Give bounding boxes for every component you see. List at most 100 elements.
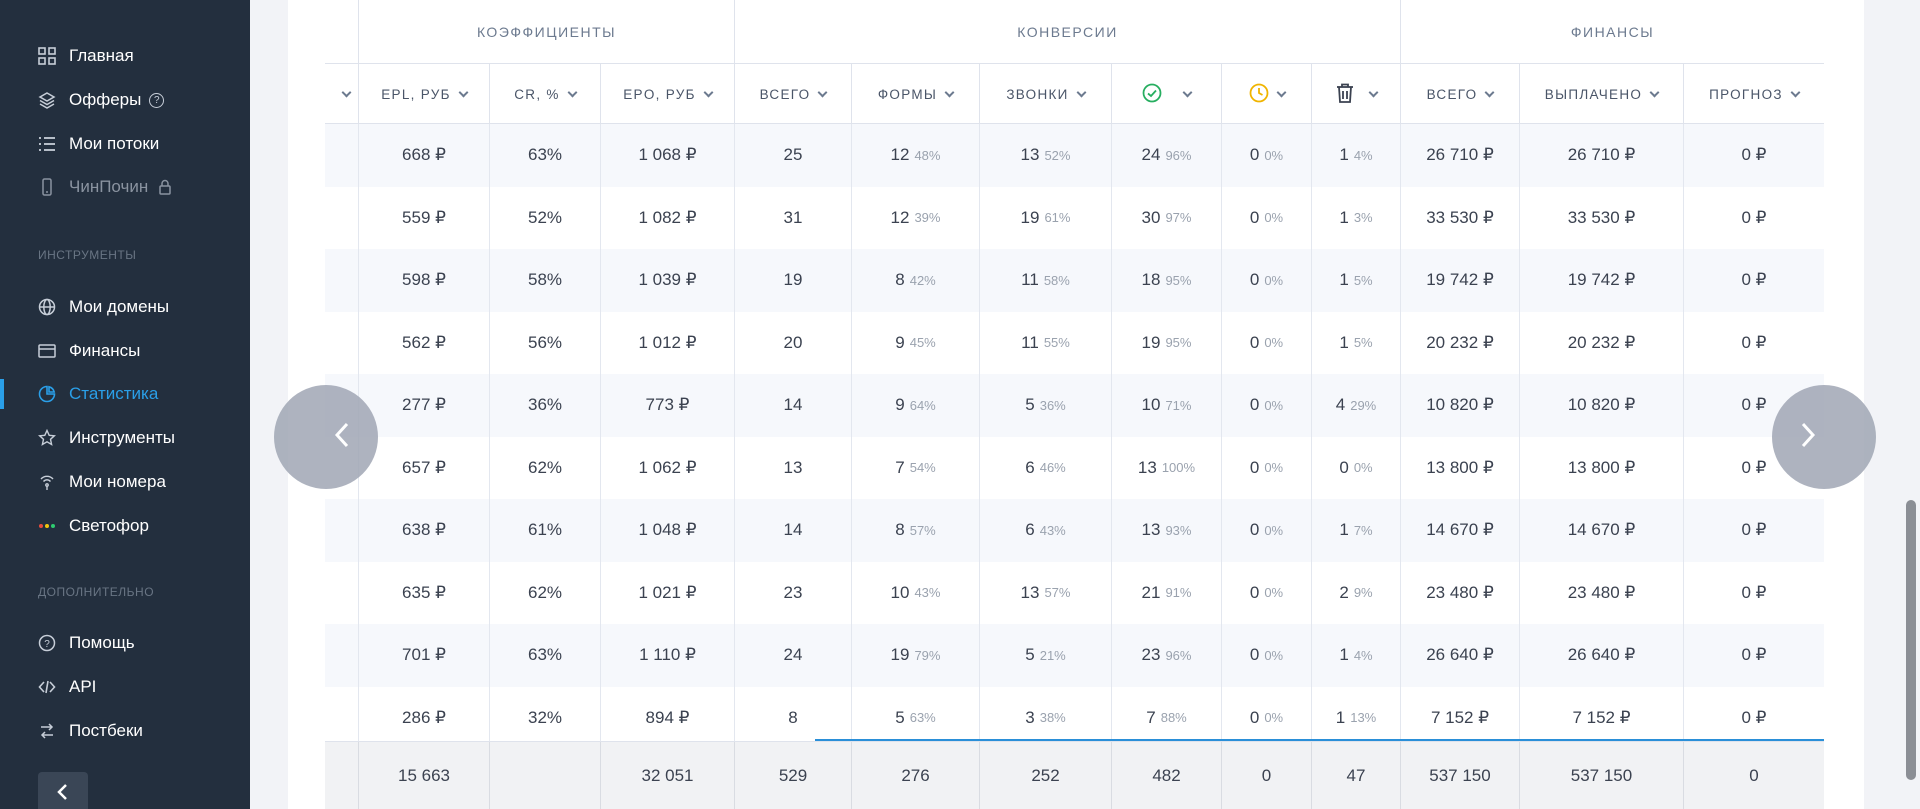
header-forms[interactable]: ФОРМЫ [851,64,979,124]
table-cell-forecast: 0 ₽ [1683,311,1824,374]
header-label: ЗВОНКИ [1006,86,1069,102]
table-row[interactable]: 286 ₽32% 894 ₽8 5 63% 3 38% 7 88% 0 0% 1 13% 7 152 ₽… [325,686,1824,749]
table-cell-cr: 36% [489,374,600,437]
cell-value: 1 [1339,520,1349,540]
table-row[interactable]: 562 ₽56% 1 012 ₽20 9 45% 11 55% 19 95% 0 0% 1 5% 20 … [325,311,1824,374]
nav-statistics[interactable]: Статистика [38,379,158,409]
cell-value: 701 ₽ [402,645,446,665]
table-cell-approved: 23 96% [1111,624,1221,687]
cell-value: 31 [783,207,803,227]
scroll-right-button[interactable] [1772,385,1876,489]
nav-api[interactable]: API [38,672,96,702]
scroll-left-button[interactable] [274,385,378,489]
cell-percent: 42% [909,272,936,288]
table-cell-forecast: 0 ₽ [1683,436,1824,499]
table-cell-epo: 1 062 ₽ [600,436,734,499]
table-cell-approved: 13 100% [1111,436,1221,499]
nav-offers[interactable]: Офферы ? [38,85,165,115]
header-conv-total[interactable]: ВСЕГО [734,64,851,124]
cell-value: 1 [1339,145,1349,165]
chevron-down-icon [1790,87,1801,97]
header-collapsed-column[interactable] [325,64,358,124]
table-cell-total: 14 [734,499,851,562]
nav-label: Мои номера [69,472,166,491]
wallet-icon [38,342,56,360]
nav-home[interactable]: Главная [38,41,134,71]
cell-percent: 0% [1264,272,1284,288]
header-forecast[interactable]: ПРОГНОЗ [1683,64,1824,124]
table-cell-approved: 19 95% [1111,311,1221,374]
header-trash[interactable] [1311,64,1400,124]
header-epo[interactable]: EPO, РУБ [600,64,734,124]
table-cell-fin-total: 19 742 ₽ [1400,249,1519,312]
table-row[interactable]: 277 ₽36% 773 ₽14 9 64% 5 36% 10 71% 0 0% 4 29% 10 82… [325,374,1824,437]
cell-value: 5 [1025,395,1035,415]
header-calls[interactable]: ЗВОНКИ [979,64,1111,124]
nav-help[interactable]: ? Помощь [38,628,135,658]
table-row[interactable]: 635 ₽62% 1 021 ₽23 10 43% 13 57% 21 91% 0 0% 2 9% 23… [325,561,1824,625]
pie-chart-icon [38,385,56,403]
table-row[interactable]: 701 ₽63% 1 110 ₽24 19 79% 5 21% 23 96% 0 0% 1 4% 26 … [325,624,1824,687]
page-scrollbar-thumb[interactable] [1906,500,1916,780]
table-cell-approved: 18 95% [1111,249,1221,312]
nav-traffic-light[interactable]: Светофор [38,511,149,541]
table-row[interactable]: 559 ₽52% 1 082 ₽31 12 39% 19 61% 30 97% 0 0% 1 3% 33… [325,186,1824,249]
table-cell [325,562,358,625]
table-cell-epl: 559 ₽ [358,186,489,249]
table-body: 668 ₽63% 1 068 ₽25 12 48% 13 52% 24 96% 0 0% 1 4% 26… [325,124,1824,749]
table-cell-total: 23 [734,561,851,624]
table-cell-pending: 0 0% [1221,311,1311,374]
cell-value: 14 670 ₽ [1567,520,1636,540]
sidebar: Главная Офферы ? Мои потоки ЧинПочин ИНС… [0,0,250,809]
code-icon [38,678,56,696]
clock-icon [1249,83,1269,106]
table-cell-pending: 0 0% [1221,499,1311,562]
nav-postbacks[interactable]: Постбеки [38,716,143,746]
header-epl[interactable]: EPL, РУБ [358,64,489,124]
cell-value: 14 [783,395,803,415]
nav-tools[interactable]: Инструменты [38,423,175,453]
table-row[interactable]: 668 ₽63% 1 068 ₽25 12 48% 13 52% 24 96% 0 0% 1 4% 26… [325,124,1824,187]
group-conversions: КОНВЕРСИИ [734,0,1400,64]
help-icon[interactable]: ? [149,92,165,108]
header-cr[interactable]: CR, % [489,64,600,124]
cell-value: 0 ₽ [1741,207,1767,227]
nav-streams[interactable]: Мои потоки [38,129,159,159]
table-cell-calls: 13 57% [979,561,1111,624]
table-cell-forecast: 0 ₽ [1683,124,1824,187]
cell-value: 58% [527,270,563,290]
header-paid[interactable]: ВЫПЛАЧЕНО [1519,64,1683,124]
header-fin-total[interactable]: ВСЕГО [1400,64,1519,124]
cell-percent: 0% [1264,647,1284,663]
nav-numbers[interactable]: Мои номера [38,467,166,497]
nav-chinpochin[interactable]: ЧинПочин [38,172,172,202]
table-row[interactable]: 598 ₽58% 1 039 ₽19 8 42% 11 58% 18 95% 0 0% 1 5% 19 … [325,249,1824,312]
table-cell-pending: 0 0% [1221,374,1311,437]
header-pending[interactable] [1221,64,1311,124]
table-cell-epo: 1 012 ₽ [600,311,734,374]
table-row[interactable]: 638 ₽61% 1 048 ₽14 8 57% 6 43% 13 93% 0 0% 1 7% 14 6… [325,499,1824,562]
table-cell-forecast: 0 ₽ [1683,186,1824,249]
table-cell-epl: 286 ₽ [358,686,489,749]
table-cell-fin-total: 20 232 ₽ [1400,311,1519,374]
header-label: ПРОГНОЗ [1709,86,1783,102]
sidebar-collapse-button[interactable] [38,772,88,809]
table-cell-cr: 62% [489,561,600,624]
table-cell-epo: 1 048 ₽ [600,499,734,562]
cell-value: 0 [1249,207,1260,227]
chevron-down-icon [1076,87,1087,97]
cell-value: 19 742 ₽ [1567,270,1636,290]
table-row[interactable]: 657 ₽62% 1 062 ₽13 7 54% 6 46% 13 100% 0 0% 0 0% 13 … [325,436,1824,499]
header-approved[interactable] [1111,64,1221,124]
table-cell-forms: 10 43% [851,561,979,624]
table-cell-pending: 0 0% [1221,436,1311,499]
cell-value: 0 [1339,457,1349,477]
table-cell-epl: 277 ₽ [358,374,489,437]
cell-value: 0 [1249,270,1260,290]
nav-domains[interactable]: Мои домены [38,292,169,322]
grid-icon [38,47,56,65]
nav-finance[interactable]: Финансы [38,336,140,366]
cell-percent: 0% [1264,585,1284,601]
cell-value: 19 [890,645,910,665]
table-cell-trash: 0 0% [1311,436,1400,499]
